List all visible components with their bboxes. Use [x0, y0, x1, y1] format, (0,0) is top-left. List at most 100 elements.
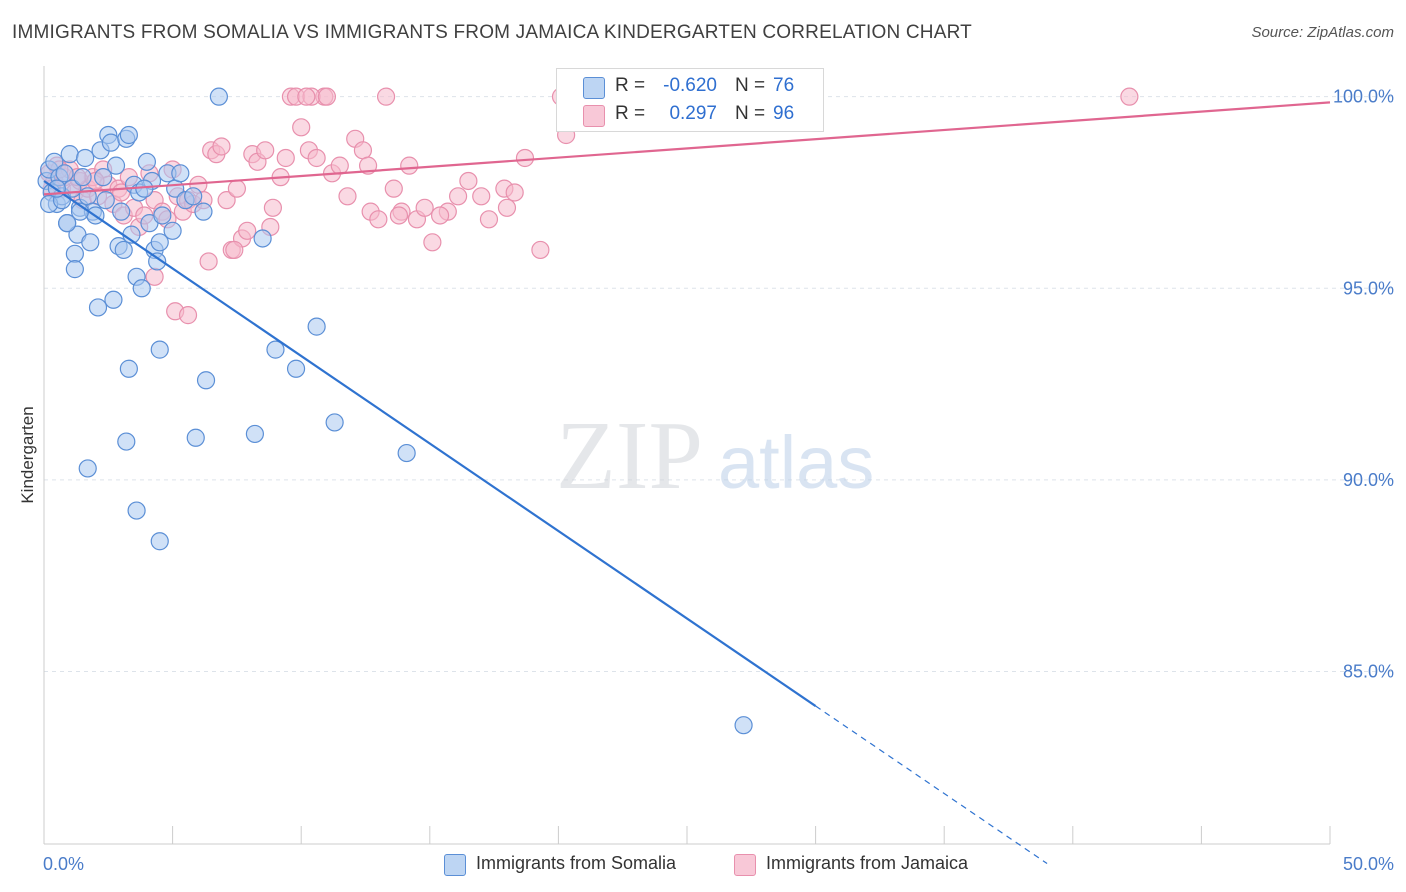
somalia-point-39 [148, 252, 167, 271]
somalia-point-45 [171, 164, 190, 183]
jamaica-n-value: 96 [773, 103, 795, 124]
jamaica-point-73 [531, 240, 550, 260]
legend-row-jamaica: R = 0.297 N = 96 [557, 101, 823, 129]
somalia-point-57 [196, 371, 216, 390]
grid-lines [44, 96, 1394, 673]
somalia-point-62 [307, 317, 326, 336]
somalia-point-27 [114, 240, 133, 260]
x-tick-label-max: 50.0% [1343, 854, 1394, 874]
jamaica-point-67 [448, 187, 468, 206]
jamaica-point-37 [227, 179, 246, 198]
somalia-point-74 [734, 716, 753, 735]
somalia-point-55 [127, 501, 146, 520]
x-tick-label-min: 0.0% [43, 854, 84, 874]
jamaica-point-60 [384, 179, 403, 198]
somalia-point-34 [132, 279, 151, 298]
trend-lines [43, 101, 1331, 865]
y-tick-label-1: 90.0% [1343, 470, 1394, 490]
somalia-point-61 [286, 359, 306, 378]
jamaica-point-92 [472, 187, 491, 206]
somalia-point-49 [88, 298, 108, 317]
somalia-point-56 [150, 532, 169, 551]
correlation-legend: R = -0.620 N = 76 R = 0.297 N = 96 [556, 68, 824, 132]
jamaica-point-79 [178, 306, 198, 325]
jamaica-trend-line [43, 101, 1331, 196]
somalia-point-66 [209, 87, 228, 106]
somalia-point-47 [58, 214, 77, 233]
zipatlas-watermark: ZIP atlas [556, 402, 874, 510]
somalia-point-48 [65, 260, 84, 279]
somalia-point-60 [266, 340, 285, 359]
jamaica-point-58 [369, 210, 388, 229]
jamaica-point-50 [307, 148, 326, 168]
jamaica-point-68 [459, 171, 478, 191]
somalia-point-7 [55, 164, 74, 183]
jamaica-point-81 [199, 252, 218, 271]
jamaica-legend-swatch [734, 854, 756, 876]
legend-row-somalia: R = -0.620 N = 76 [557, 73, 823, 101]
jamaica-point-65 [423, 233, 442, 252]
jamaica-point-82 [225, 240, 244, 260]
somalia-point-14 [73, 168, 92, 187]
watermark-atlas: atlas [718, 421, 874, 504]
jamaica-point-72 [515, 148, 535, 168]
jamaica-point-90 [389, 206, 409, 225]
somalia-legend-label: Immigrants from Somalia [476, 853, 677, 873]
jamaica-point-62 [400, 156, 419, 175]
somalia-point-71 [184, 187, 203, 206]
jamaica-swatch [583, 105, 605, 127]
jamaica-point-35 [217, 191, 236, 210]
somalia-point-35 [137, 152, 156, 171]
somalia-point-58 [186, 428, 205, 447]
jamaica-point-42 [256, 141, 275, 160]
somalia-point-52 [150, 340, 169, 359]
somalia-point-54 [78, 459, 97, 478]
jamaica-point-95 [1120, 87, 1139, 106]
somalia-point-65 [253, 229, 272, 248]
jamaica-point-71 [505, 183, 524, 202]
somalia-trend-line [43, 180, 817, 707]
somalia-legend-swatch [444, 854, 466, 876]
jamaica-point-53 [330, 156, 349, 175]
y-tick-label-2: 95.0% [1343, 278, 1394, 298]
somalia-point-69 [96, 191, 115, 210]
legend-n-label: N = [735, 75, 766, 96]
somalia-point-72 [194, 202, 213, 221]
jamaica-point-76 [297, 87, 316, 106]
somalia-point-21 [94, 168, 113, 187]
somalia-point-53 [117, 432, 136, 451]
somalia-n-value: 76 [773, 75, 795, 96]
source-label: Source: ZipAtlas.com [1251, 24, 1394, 41]
somalia-point-26 [112, 202, 131, 221]
legend-r-label: R = [615, 103, 646, 124]
y-tick-label-3: 100.0% [1333, 87, 1394, 107]
somalia-point-17 [81, 233, 100, 252]
jamaica-point-54 [338, 187, 357, 206]
somalia-point-9 [60, 145, 79, 164]
y-tick-label-0: 85.0% [1343, 662, 1394, 682]
jamaica-point-93 [497, 198, 517, 217]
watermark-zip: ZIP [556, 402, 703, 510]
somalia-point-50 [104, 290, 123, 309]
legend-r-label: R = [615, 75, 646, 96]
jamaica-point-69 [479, 210, 499, 229]
jamaica-point-59 [376, 87, 396, 106]
somalia-point-23 [101, 133, 120, 152]
jamaica-legend-label: Immigrants from Jamaica [766, 853, 969, 873]
somalia-point-41 [153, 206, 172, 225]
jamaica-point-77 [317, 87, 337, 106]
jamaica-point-39 [238, 221, 257, 240]
somalia-trend-extension [815, 705, 1048, 865]
jamaica-point-64 [415, 198, 434, 217]
somalia-r-value: -0.620 [663, 75, 717, 96]
jamaica-point-43 [263, 198, 283, 217]
somalia-point-40 [150, 233, 169, 252]
jamaica-point-45 [276, 148, 295, 168]
jamaica-r-value: 0.297 [669, 103, 717, 124]
somalia-point-64 [397, 443, 416, 463]
jamaica-point-56 [353, 141, 373, 160]
somalia-point-63 [325, 413, 344, 432]
jamaica-point-34 [212, 137, 231, 156]
jamaica-point-48 [292, 118, 311, 137]
